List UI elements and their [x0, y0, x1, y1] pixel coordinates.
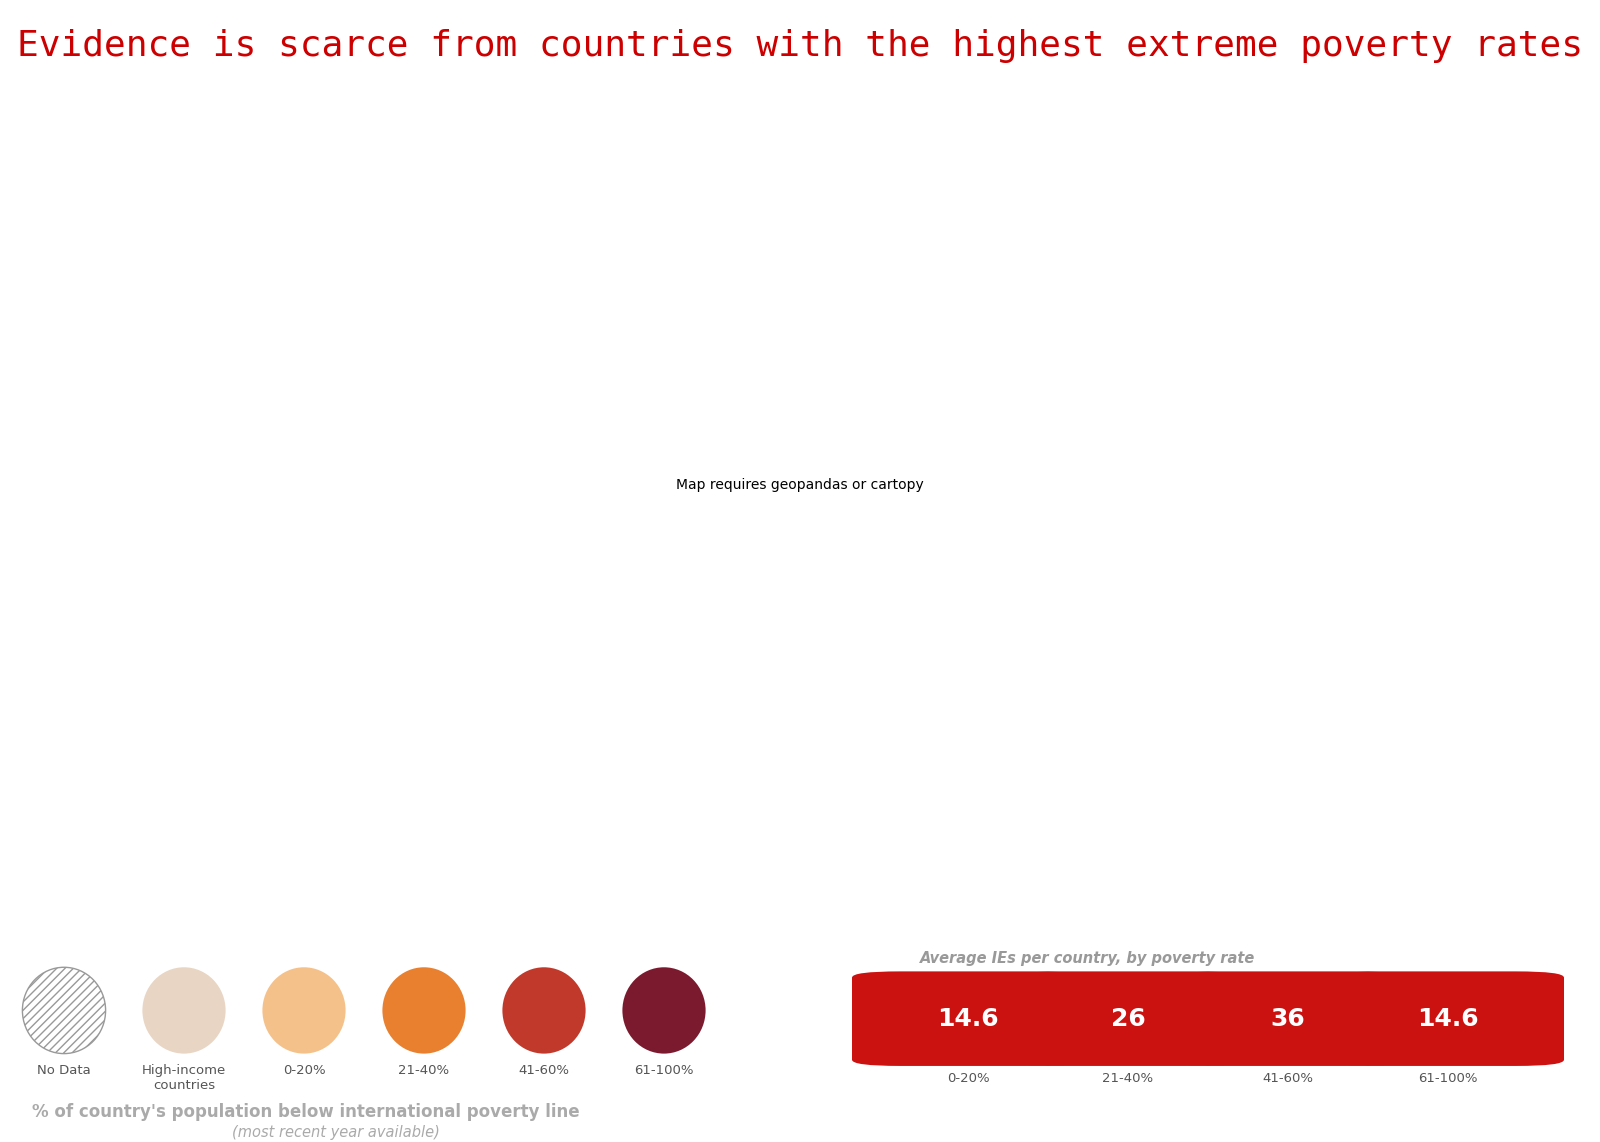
FancyBboxPatch shape	[1171, 972, 1405, 1065]
Ellipse shape	[262, 967, 346, 1054]
Text: 0-20%: 0-20%	[947, 1072, 989, 1085]
Ellipse shape	[22, 967, 106, 1054]
Ellipse shape	[382, 967, 466, 1054]
Text: (most recent year available): (most recent year available)	[232, 1125, 440, 1140]
Text: 36: 36	[1270, 1006, 1306, 1031]
Text: 14.6: 14.6	[1418, 1006, 1478, 1031]
Text: Map requires geopandas or cartopy: Map requires geopandas or cartopy	[677, 478, 923, 492]
Text: 41-60%: 41-60%	[1262, 1072, 1314, 1085]
Text: 61-100%: 61-100%	[634, 1064, 694, 1077]
Text: 61-100%: 61-100%	[1418, 1072, 1478, 1085]
Ellipse shape	[622, 967, 706, 1054]
Text: 41-60%: 41-60%	[518, 1064, 570, 1077]
Text: 26: 26	[1110, 1006, 1146, 1031]
Text: Evidence is scarce from countries with the highest extreme poverty rates: Evidence is scarce from countries with t…	[18, 29, 1582, 63]
FancyBboxPatch shape	[1331, 972, 1565, 1065]
FancyBboxPatch shape	[1011, 972, 1245, 1065]
Text: 14.6: 14.6	[938, 1006, 998, 1031]
Text: No Data: No Data	[37, 1064, 91, 1077]
Text: 21-40%: 21-40%	[398, 1064, 450, 1077]
Text: 21-40%: 21-40%	[1102, 1072, 1154, 1085]
Text: High-income
countries: High-income countries	[142, 1064, 226, 1092]
FancyBboxPatch shape	[851, 972, 1085, 1065]
Text: Average IEs per country, by poverty rate: Average IEs per country, by poverty rate	[920, 951, 1256, 966]
Ellipse shape	[502, 967, 586, 1054]
Ellipse shape	[142, 967, 226, 1054]
Text: % of country's population below international poverty line: % of country's population below internat…	[32, 1103, 579, 1121]
Text: 0-20%: 0-20%	[283, 1064, 325, 1077]
